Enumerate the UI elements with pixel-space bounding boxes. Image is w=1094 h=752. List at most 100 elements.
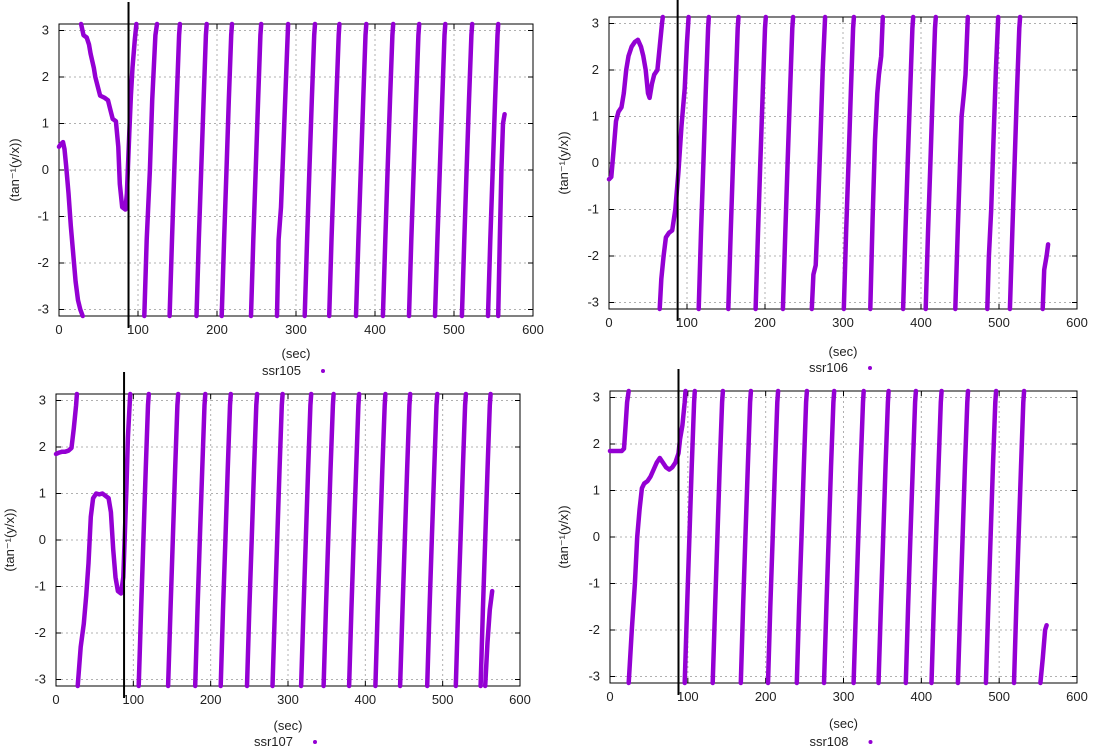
data-trace bbox=[726, 14, 741, 312]
y-tick-label: 3 bbox=[593, 390, 600, 405]
x-tick-label: 400 bbox=[910, 315, 932, 330]
x-tick-label: 400 bbox=[364, 322, 386, 337]
data-trace bbox=[219, 21, 235, 319]
x-axis-label: (sec) bbox=[274, 718, 303, 733]
plot-frame bbox=[58, 23, 534, 317]
data-trace bbox=[424, 391, 440, 689]
data-trace bbox=[192, 391, 208, 689]
y-tick-label: -3 bbox=[37, 301, 49, 316]
x-tick-label: 500 bbox=[988, 315, 1010, 330]
x-tick-label: 100 bbox=[676, 315, 698, 330]
data-trace bbox=[326, 21, 342, 319]
y-tick-label: 1 bbox=[42, 116, 49, 131]
data-trace bbox=[607, 388, 631, 454]
data-trace bbox=[753, 14, 769, 312]
legend-label: ssr106 bbox=[809, 360, 848, 375]
data-trace bbox=[1038, 623, 1049, 686]
data-trace bbox=[56, 139, 85, 319]
data-trace bbox=[482, 588, 495, 689]
data-trace bbox=[868, 14, 886, 312]
y-tick-label: 3 bbox=[42, 23, 49, 38]
y-axis-label: (tan⁻¹(y/x)) bbox=[556, 131, 571, 194]
plot-frame bbox=[609, 390, 1078, 684]
data-trace bbox=[485, 21, 501, 319]
legend-marker bbox=[868, 366, 872, 370]
chart-panel-2: 0 100 200 300 400 500 600 -3 -2 -1 0 1 2 3 (sec) (tan⁻¹… bbox=[556, 0, 1088, 375]
x-tick-label: 600 bbox=[522, 322, 544, 337]
data-trace bbox=[397, 391, 413, 689]
data-trace bbox=[985, 14, 1001, 312]
data-trace bbox=[682, 388, 698, 686]
data-trace bbox=[738, 388, 754, 686]
y-tick-label: 2 bbox=[592, 62, 599, 77]
data-trace bbox=[406, 21, 422, 319]
data-trace bbox=[346, 391, 362, 689]
data-trace bbox=[955, 388, 971, 686]
data-trace bbox=[983, 388, 999, 686]
data-trace bbox=[142, 21, 160, 319]
data-trace bbox=[696, 14, 712, 312]
data-trace bbox=[794, 388, 810, 686]
y-axis-label: (tan⁻¹(y/x)) bbox=[556, 505, 571, 568]
y-tick-label: -2 bbox=[588, 622, 600, 637]
data-trace bbox=[244, 391, 260, 689]
y-tick-label: 3 bbox=[592, 16, 599, 31]
y-tick-label: 0 bbox=[593, 529, 600, 544]
data-trace bbox=[194, 21, 209, 319]
x-tick-label: 600 bbox=[1066, 689, 1088, 704]
x-tick-label: 400 bbox=[910, 689, 932, 704]
y-tick-label: -1 bbox=[34, 578, 46, 593]
y-axis-label: (tan⁻¹(y/x)) bbox=[7, 138, 22, 201]
y-tick-label: -1 bbox=[588, 575, 600, 590]
y-tick-label: -3 bbox=[34, 671, 46, 686]
x-tick-label: 500 bbox=[443, 322, 465, 337]
x-tick-label: 0 bbox=[606, 689, 613, 704]
x-tick-label: 200 bbox=[206, 322, 228, 337]
x-tick-label: 400 bbox=[354, 692, 376, 707]
y-tick-label: 0 bbox=[39, 532, 46, 547]
data-trace bbox=[851, 388, 866, 686]
x-tick-label: 300 bbox=[833, 689, 855, 704]
y-tick-label: 1 bbox=[592, 109, 599, 124]
data-trace bbox=[302, 21, 318, 319]
x-tick-label: 300 bbox=[277, 692, 299, 707]
data-trace bbox=[929, 388, 944, 686]
x-tick-label: 0 bbox=[605, 315, 612, 330]
x-tick-label: 600 bbox=[1066, 315, 1088, 330]
data-trace bbox=[373, 391, 388, 689]
legend-marker bbox=[313, 740, 317, 744]
x-tick-label: 100 bbox=[127, 322, 149, 337]
chart-panel-1: 0 100 200 300 400 500 600 -3 -2 -1 0 1 2 3 (sec) (tan⁻¹… bbox=[7, 2, 544, 378]
x-axis-label: (sec) bbox=[829, 344, 858, 359]
y-tick-label: -3 bbox=[588, 668, 600, 683]
data-trace bbox=[453, 391, 469, 689]
data-trace bbox=[136, 391, 152, 689]
data-trace bbox=[478, 391, 493, 689]
data-trace bbox=[353, 21, 369, 319]
data-trace bbox=[78, 21, 139, 212]
y-tick-label: 3 bbox=[39, 393, 46, 408]
x-tick-label: 200 bbox=[755, 689, 777, 704]
data-trace bbox=[1011, 388, 1027, 686]
y-tick-label: -2 bbox=[37, 255, 49, 270]
y-tick-label: 0 bbox=[42, 162, 49, 177]
y-tick-label: -1 bbox=[37, 208, 49, 223]
legend-label: ssr108 bbox=[809, 734, 848, 749]
x-tick-label: 200 bbox=[200, 692, 222, 707]
data-trace bbox=[606, 14, 666, 182]
data-trace bbox=[809, 14, 828, 312]
x-tick-label: 0 bbox=[52, 692, 59, 707]
y-tick-label: -2 bbox=[34, 625, 46, 640]
data-trace bbox=[321, 391, 336, 689]
data-trace bbox=[167, 21, 183, 319]
y-tick-label: 1 bbox=[39, 486, 46, 501]
data-trace bbox=[765, 388, 781, 686]
data-trace bbox=[495, 111, 507, 319]
y-tick-label: 2 bbox=[42, 69, 49, 84]
data-trace bbox=[780, 14, 796, 312]
chart-panel-3: 0 100 200 300 400 500 600 -3 -2 -1 0 1 2 3 (sec) (tan⁻¹… bbox=[2, 372, 531, 749]
data-trace bbox=[876, 388, 891, 686]
x-tick-label: 300 bbox=[832, 315, 854, 330]
chart-panel-4: 0 100 200 300 400 500 600 -3 -2 -1 0 1 2 3 (sec) (tan⁻¹… bbox=[556, 369, 1088, 749]
